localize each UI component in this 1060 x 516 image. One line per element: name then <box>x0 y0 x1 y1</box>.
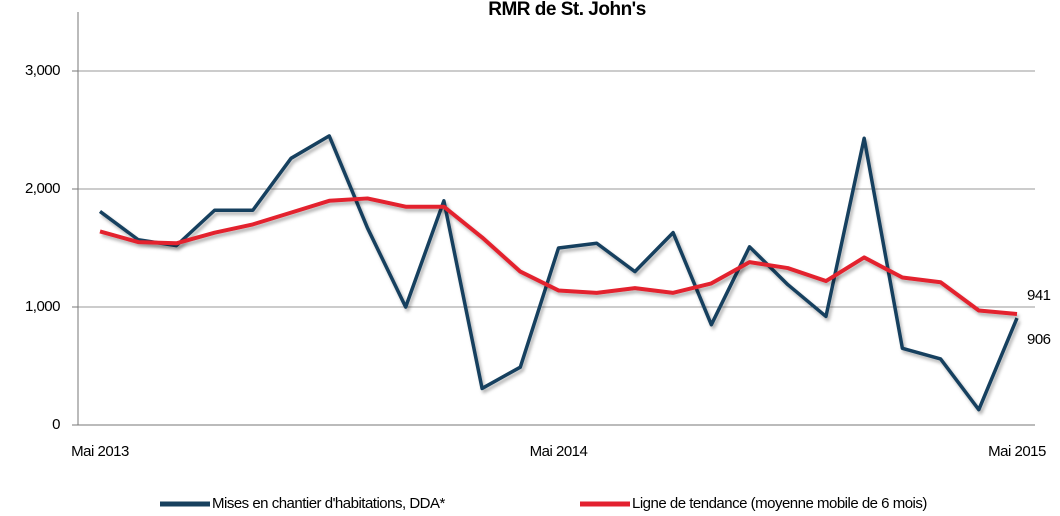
y-tick-label: 0 <box>52 416 60 433</box>
y-tick-label: 1,000 <box>25 298 60 315</box>
series-line <box>99 196 1018 316</box>
y-tick-label: 3,000 <box>25 62 60 79</box>
x-tick-label: Mai 2013 <box>71 443 129 460</box>
data-label: 941 <box>1027 287 1051 304</box>
x-tick-label: Mai 2015 <box>988 443 1046 460</box>
legend-label: Mises en chantier d'habitations, DDA* <box>212 495 445 512</box>
x-tick-label: Mai 2014 <box>530 443 588 460</box>
chart-title: RMR de St. John's <box>488 0 646 20</box>
legend-label: Ligne de tendance (moyenne mobile de 6 m… <box>632 495 927 512</box>
series-line <box>98 134 1019 412</box>
data-label: 906 <box>1027 331 1051 348</box>
y-tick-label: 2,000 <box>25 180 60 197</box>
